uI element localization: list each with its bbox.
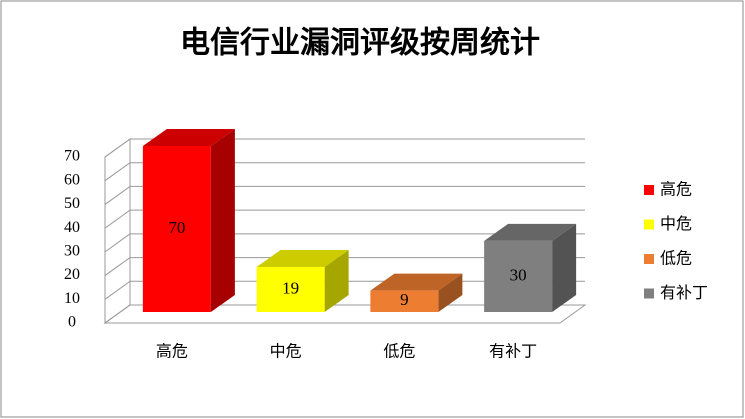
bar-side <box>324 249 349 312</box>
legend-label: 中危 <box>660 214 692 233</box>
bar-side <box>210 129 235 312</box>
bar <box>484 240 553 312</box>
legend-swatch <box>644 185 654 195</box>
bar-side <box>438 273 463 312</box>
grid-line <box>104 162 585 182</box>
legend-label: 低危 <box>660 249 692 268</box>
value-label: 19 <box>282 278 299 297</box>
y-tick-label: 10 <box>64 290 80 307</box>
y-tick-label: 70 <box>64 148 80 165</box>
legend-swatch <box>644 219 654 230</box>
bar <box>142 146 211 312</box>
y-tick-label: 50 <box>64 195 80 212</box>
grid-line <box>104 233 585 253</box>
grid-line <box>104 209 585 229</box>
x-tick-label: 有补丁 <box>489 342 537 361</box>
value-label: 70 <box>168 218 185 237</box>
value-label: 9 <box>400 290 409 309</box>
bar-top <box>256 249 349 267</box>
grid-line <box>104 257 585 276</box>
value-label: 30 <box>510 265 527 284</box>
bar-top <box>484 223 577 241</box>
x-tick-label: 高危 <box>156 342 188 361</box>
y-tick-label: 40 <box>64 219 80 236</box>
grid-line <box>104 138 585 158</box>
legend-label: 有补丁 <box>660 283 708 302</box>
grid-line <box>104 185 585 205</box>
y-tick-label: 60 <box>64 171 80 188</box>
bar-top <box>370 273 463 291</box>
bar-side <box>552 223 577 312</box>
y-tick-label: 0 <box>68 314 76 331</box>
y-tick-label: 30 <box>64 243 80 260</box>
bar-top <box>142 129 235 146</box>
x-tick-label: 低危 <box>383 342 415 361</box>
bar <box>256 266 325 312</box>
x-tick-label: 中危 <box>270 342 302 361</box>
legend-swatch <box>644 254 654 264</box>
legend-swatch <box>644 288 654 299</box>
legend-label: 高危 <box>660 180 692 199</box>
chart-title: 电信行业漏洞评级按周统计 <box>180 26 540 61</box>
bar <box>370 290 439 312</box>
y-tick-label: 20 <box>64 266 80 283</box>
